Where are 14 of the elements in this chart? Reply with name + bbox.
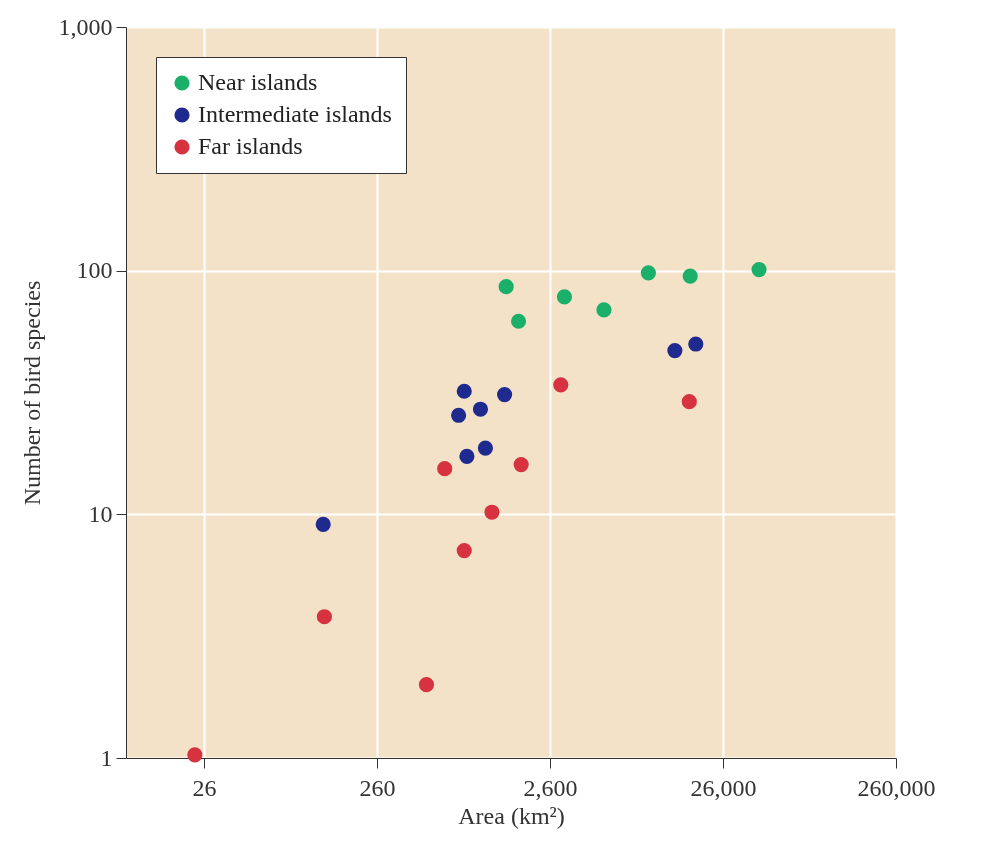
x-tick-label: 260,000 bbox=[857, 774, 936, 801]
y-tick-label: 1 bbox=[100, 744, 113, 771]
legend-label: Intermediate islands bbox=[198, 101, 392, 127]
x-axis-title: Area (km²) bbox=[458, 802, 565, 829]
legend-label: Far islands bbox=[198, 133, 303, 159]
x-tick-label: 26,000 bbox=[690, 774, 757, 801]
y-tick-label: 100 bbox=[76, 257, 113, 284]
y-tick-label: 1,000 bbox=[58, 13, 113, 40]
x-tick-label: 260 bbox=[359, 774, 396, 801]
y-axis-title: Number of bird species bbox=[18, 280, 45, 506]
legend-label: Near islands bbox=[198, 69, 318, 95]
y-tick-label: 10 bbox=[88, 500, 113, 527]
x-tick-label: 26 bbox=[192, 774, 217, 801]
x-tick-label: 2,600 bbox=[523, 774, 578, 801]
